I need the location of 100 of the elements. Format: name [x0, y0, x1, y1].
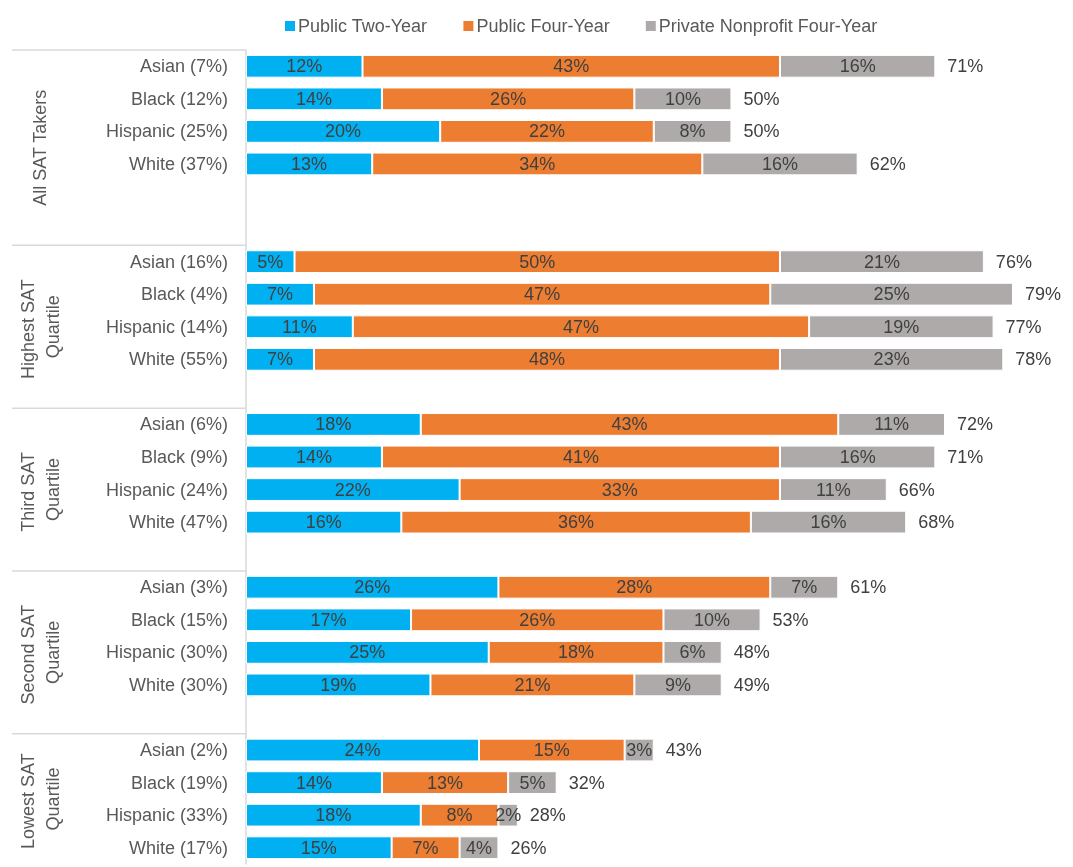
data-label: 18%	[315, 414, 352, 435]
total-label: 53%	[772, 609, 809, 630]
data-label: 14%	[295, 772, 332, 793]
y-tick-label: Black (19%)	[130, 772, 228, 793]
data-label: 14%	[295, 447, 332, 467]
data-label: 5%	[519, 772, 546, 793]
data-label: 16%	[839, 447, 876, 467]
total-label: 61%	[850, 577, 887, 598]
data-label: 5%	[257, 251, 284, 272]
data-label: 7%	[266, 349, 293, 370]
y-tick-label: White (55%)	[128, 349, 228, 370]
total-label: 43%	[665, 740, 702, 761]
text: Third SAT Quartile	[17, 447, 63, 532]
total-label: 28%	[529, 805, 566, 826]
data-label: 12%	[286, 56, 323, 77]
data-label: 18%	[315, 805, 352, 826]
data-label: 36%	[558, 512, 595, 533]
data-label: 11%	[282, 316, 317, 337]
data-label: 25%	[873, 284, 910, 305]
y-tick-label: Hispanic (30%)	[105, 642, 228, 663]
data-label: 24%	[344, 740, 381, 761]
y-tick-label: White (17%)	[128, 837, 228, 858]
data-label: 15%	[300, 837, 337, 858]
y-tick-label: Asian (6%)	[139, 414, 228, 435]
y-tick-label: White (47%)	[128, 512, 228, 533]
data-label: 7%	[791, 577, 818, 598]
text: Highest SAT Quartile	[17, 274, 63, 379]
data-label: 21%	[514, 674, 551, 695]
data-label: 48%	[528, 349, 565, 370]
data-label: 7%	[412, 837, 439, 858]
data-label: 28%	[616, 577, 653, 598]
data-label: 26%	[490, 88, 527, 109]
total-label: 66%	[898, 479, 935, 500]
data-label: 16%	[810, 512, 847, 533]
data-label: 3%	[626, 740, 653, 761]
total-label: 62%	[869, 153, 906, 174]
y-tick-label: Black (15%)	[130, 609, 228, 630]
data-label: 16%	[761, 153, 798, 174]
data-label: 9%	[665, 674, 692, 695]
total-label: 71%	[947, 447, 984, 467]
data-label: 6%	[679, 642, 706, 663]
total-label: 26%	[510, 837, 547, 858]
y-tick-label: White (37%)	[128, 153, 228, 174]
data-label: 26%	[354, 577, 391, 598]
data-label: 16%	[305, 512, 342, 533]
data-label: 25%	[349, 642, 386, 663]
data-label: 7%	[266, 284, 293, 305]
y-tick-label: Hispanic (25%)	[105, 121, 228, 142]
data-label: 11%	[816, 479, 851, 500]
y-tick-label: Hispanic (33%)	[105, 805, 228, 826]
data-label: 34%	[519, 153, 556, 174]
data-label: 22%	[528, 121, 565, 142]
total-label: 78%	[1015, 349, 1052, 370]
data-label: 13%	[427, 772, 464, 793]
data-label: 43%	[553, 56, 590, 77]
total-label: 72%	[957, 414, 994, 435]
y-tick-label: Hispanic (24%)	[105, 479, 228, 500]
y-tick-label: Black (9%)	[140, 447, 228, 467]
data-label: 41%	[562, 447, 599, 467]
data-label: 13%	[291, 153, 328, 174]
data-label: 21%	[863, 251, 900, 272]
y-tick-label: Asian (16%)	[129, 251, 228, 272]
text: Second SAT Quartile	[17, 600, 63, 705]
total-label: 68%	[918, 512, 955, 533]
y-tick-label: Asian (3%)	[139, 577, 228, 598]
data-label: 22%	[334, 479, 371, 500]
data-label: 17%	[310, 609, 347, 630]
data-label: 19%	[320, 674, 357, 695]
data-label: 4%	[466, 837, 493, 858]
data-label: 14%	[295, 88, 332, 109]
total-label: 71%	[947, 56, 984, 77]
text: Lowest SAT Quartile	[17, 748, 63, 850]
total-label: 49%	[733, 674, 770, 695]
data-label: 15%	[533, 740, 570, 761]
y-tick-label: White (30%)	[128, 674, 228, 695]
data-label: 18%	[558, 642, 595, 663]
data-label: 10%	[694, 609, 731, 630]
data-label: 10%	[664, 88, 701, 109]
data-label: 8%	[446, 805, 473, 826]
data-label: 19%	[883, 316, 920, 337]
data-label: 16%	[839, 56, 876, 77]
data-label: 50%	[519, 251, 556, 272]
y-tick-label: Asian (7%)	[139, 56, 228, 77]
total-label: 79%	[1025, 284, 1062, 305]
data-label: 11%	[874, 414, 909, 435]
legend-label: Private Nonprofit Four-Year	[658, 16, 878, 36]
data-label: 47%	[524, 284, 561, 305]
y-tick-label: Black (12%)	[130, 88, 228, 109]
total-label: 76%	[995, 251, 1032, 272]
y-tick-label: Hispanic (14%)	[105, 316, 228, 337]
legend-label: Public Four-Year	[476, 16, 610, 36]
data-label: 47%	[562, 316, 599, 337]
y-tick-label: Black (4%)	[140, 284, 228, 305]
data-label: 26%	[519, 609, 556, 630]
y-tick-label: Asian (2%)	[139, 740, 228, 761]
data-label: 20%	[325, 121, 362, 142]
total-label: 32%	[568, 772, 605, 793]
text: All SAT Takers	[30, 89, 50, 206]
legend-label: Public Two-Year	[298, 16, 428, 36]
total-label: 77%	[1005, 316, 1042, 337]
